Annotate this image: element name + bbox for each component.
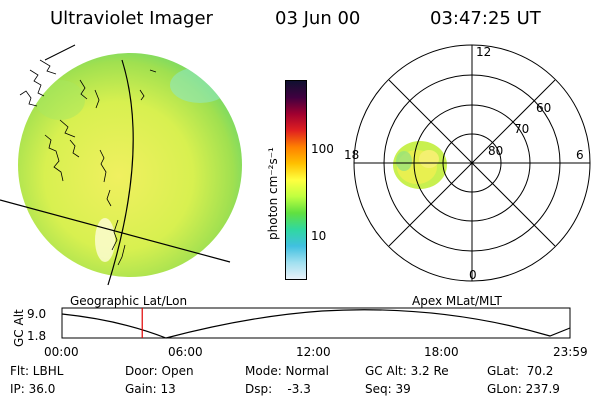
mlat-label-70: 70: [514, 122, 529, 136]
time-tick-1800: 18:00: [424, 345, 459, 359]
dsp-info: Dsp: -3.3: [245, 382, 311, 396]
mlt-label-6: 6: [576, 148, 584, 162]
time-tick-0600: 06:00: [168, 345, 203, 359]
apex-caption: Apex MLat/MLT: [412, 294, 502, 308]
mlat-label-60: 60: [536, 101, 551, 115]
altitude-ylabel: GC Alt: [12, 309, 26, 347]
ip-info: IP: 36.0: [10, 382, 56, 396]
mlt-label-18: 18: [344, 148, 359, 162]
glat-info: GLat: 70.2: [487, 364, 554, 378]
time-tick-2359: 23:59: [553, 345, 588, 359]
time-label: 03:47:25 UT: [430, 8, 541, 29]
colorbar-tick-10: 10: [311, 229, 327, 243]
coastline-overlay: [19, 59, 157, 266]
geographic-image: [0, 44, 242, 286]
colorbar-unit-label: photon cm⁻²s⁻¹: [266, 147, 280, 240]
mlt-label-12: 12: [476, 45, 491, 59]
time-tick-1200: 12:00: [296, 345, 331, 359]
latitude-line: [0, 199, 231, 263]
colorbar: [285, 80, 307, 280]
glon-info: GLon: 237.9: [487, 382, 560, 396]
filter-info: Flt: LBHL: [10, 364, 64, 378]
meridian-line: [107, 59, 134, 286]
gain-info: Gain: 13: [125, 382, 176, 396]
colorbar-tick-100: 100: [311, 142, 334, 156]
mode-info: Mode: Normal: [245, 364, 329, 378]
instrument-title: Ultraviolet Imager: [50, 8, 213, 29]
geographic-caption: Geographic Lat/Lon: [70, 294, 188, 308]
mlat-label-80: 80: [488, 144, 503, 158]
altitude-plot: [61, 307, 571, 339]
mlt-label-0: 0: [469, 268, 477, 282]
altitude-curve: [61, 309, 571, 339]
seq-info: Seq: 39: [365, 382, 411, 396]
time-tick-0000: 00:00: [44, 345, 79, 359]
date-label: 03 Jun 00: [275, 8, 361, 29]
door-info: Door: Open: [125, 364, 194, 378]
polar-plot: 12 18 6 0 60 70 80: [344, 44, 591, 282]
altitude-tick-low: 1.8: [27, 329, 47, 343]
gc-alt-info: GC Alt: 3.2 Re: [365, 364, 449, 378]
auroral-emission: [393, 141, 447, 189]
altitude-tick-high: 9.0: [27, 307, 47, 321]
